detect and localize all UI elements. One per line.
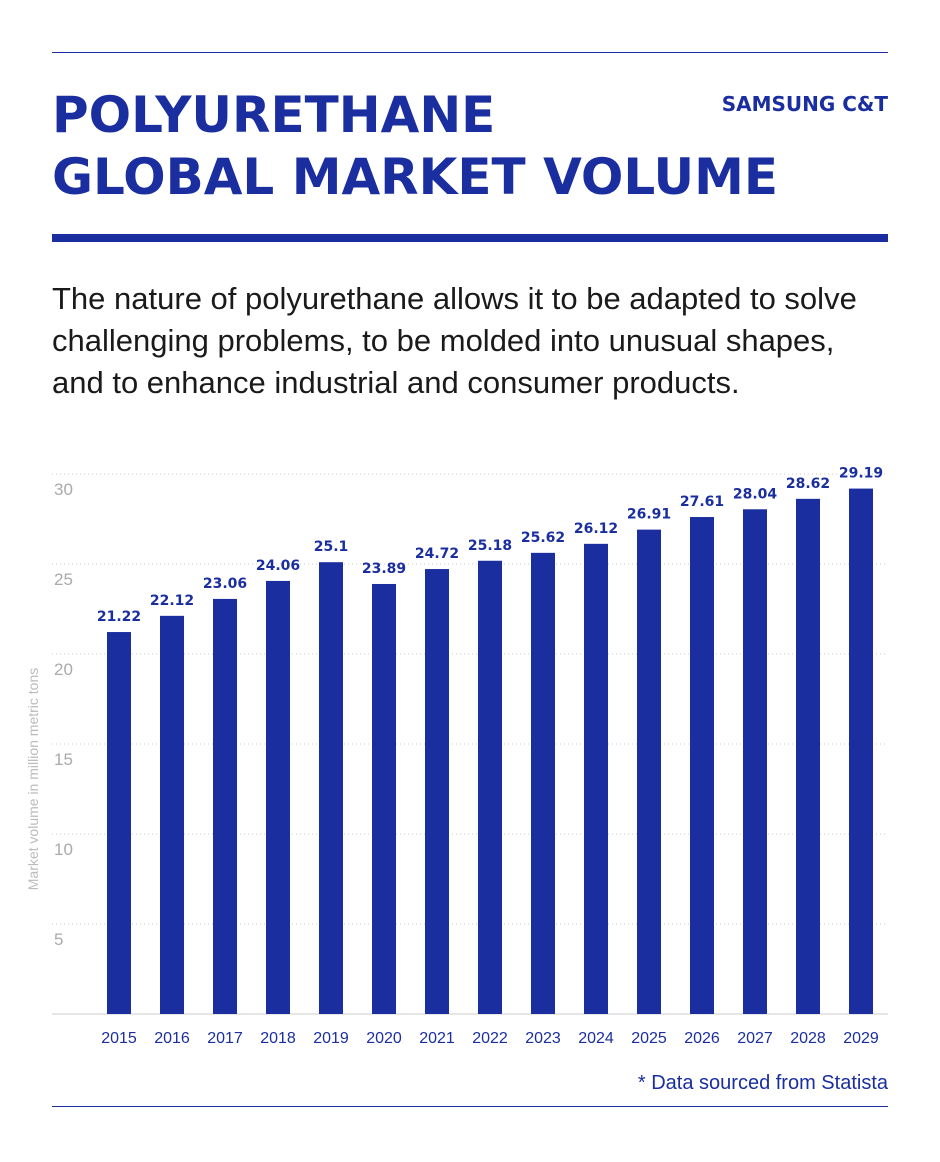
bar: [266, 580, 290, 1014]
x-tick-label: 2021: [419, 1030, 455, 1047]
x-tick-label: 2025: [631, 1030, 667, 1047]
x-tick-label: 2015: [101, 1030, 137, 1047]
data-label: 21.22: [97, 609, 141, 625]
bar: [107, 632, 131, 1014]
description: The nature of polyurethane allows it to …: [52, 281, 857, 400]
bar: [213, 598, 237, 1014]
brand-logo: SAMSUNG C&T: [721, 92, 888, 116]
x-tick-label: 2023: [525, 1030, 561, 1047]
bar: [637, 529, 661, 1014]
y-tick-label: 15: [54, 750, 73, 769]
data-label: 29.19: [839, 466, 883, 482]
bar: [796, 498, 820, 1015]
x-tick-label: 2022: [472, 1030, 508, 1047]
bar: [160, 615, 184, 1014]
data-label: 25.62: [521, 530, 565, 546]
x-tick-label: 2017: [207, 1030, 243, 1047]
data-label: 22.12: [150, 593, 194, 609]
bar: [372, 583, 396, 1014]
data-label: 26.91: [627, 507, 671, 523]
x-tick-label: 2018: [260, 1030, 296, 1047]
data-label: 24.72: [415, 546, 459, 562]
data-label: 27.61: [680, 494, 724, 510]
source-footnote: * Data sourced from Statista: [637, 1072, 888, 1094]
y-axis-title: Market volume in million metric tons: [25, 668, 41, 891]
bar: [849, 488, 873, 1015]
x-tick-label: 2016: [154, 1030, 190, 1047]
bar: [478, 560, 502, 1014]
y-tick-label: 30: [54, 480, 73, 499]
x-tick-label: 2019: [313, 1030, 349, 1047]
data-label: 26.12: [574, 521, 618, 537]
title-line-2: GLOBAL MARKET VOLUME: [52, 148, 778, 206]
y-tick-label: 25: [54, 570, 73, 589]
bar: [319, 562, 343, 1014]
page-title: POLYURETHANE GLOBAL MARKET VOLUME: [52, 84, 778, 208]
y-tick-label: 10: [54, 840, 73, 859]
y-tick-label: 5: [54, 930, 63, 949]
bar: [690, 517, 714, 1014]
bar: [425, 569, 449, 1014]
data-label: 28.04: [733, 486, 778, 502]
title-underline: [52, 234, 888, 242]
bottom-rule: [52, 1106, 888, 1107]
x-tick-label: 2027: [737, 1030, 773, 1047]
x-tick-label: 2020: [366, 1030, 402, 1047]
x-tick-label: 2024: [578, 1030, 614, 1047]
x-tick-label: 2029: [843, 1030, 879, 1047]
data-label: 25.1: [314, 539, 349, 555]
data-label: 23.89: [362, 561, 406, 577]
y-tick-label: 20: [54, 660, 73, 679]
title-line-1: POLYURETHANE: [52, 86, 496, 144]
top-rule: [52, 52, 888, 53]
data-label: 23.06: [203, 576, 247, 592]
bar: [531, 552, 555, 1014]
data-label: 24.06: [256, 558, 300, 574]
x-tick-label: 2028: [790, 1030, 826, 1047]
x-tick-label: 2026: [684, 1030, 720, 1047]
data-label: 25.18: [468, 538, 512, 554]
data-label: 28.62: [786, 476, 830, 492]
bar: [743, 509, 767, 1014]
bar: [584, 543, 608, 1014]
